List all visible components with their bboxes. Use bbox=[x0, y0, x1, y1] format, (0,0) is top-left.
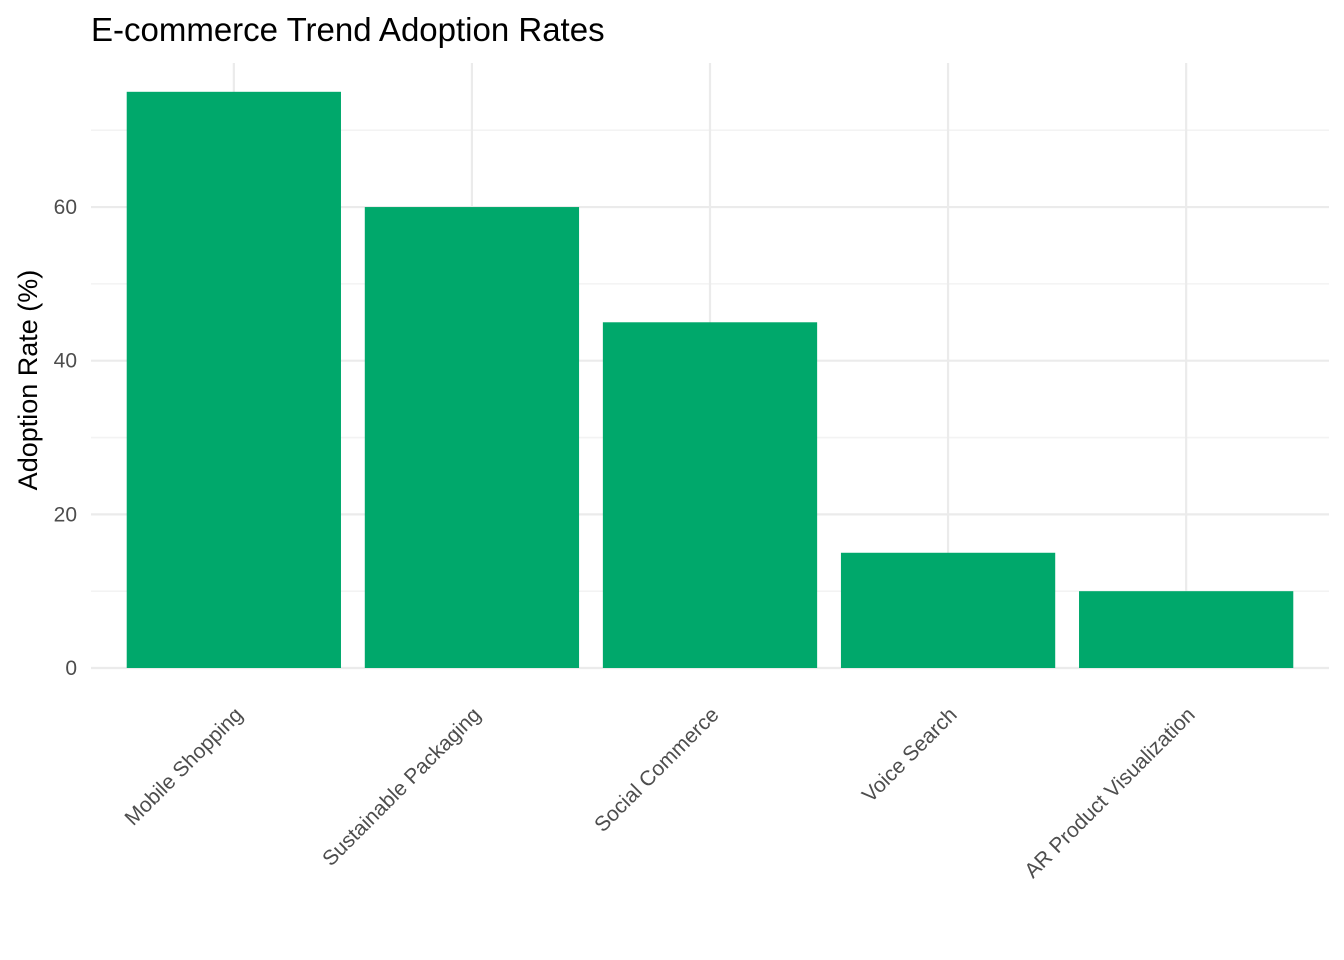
y-tick-label: 0 bbox=[65, 657, 77, 680]
y-tick-label: 40 bbox=[54, 350, 77, 373]
x-tick-label: Voice Search bbox=[858, 703, 962, 807]
y-axis-ticks: 0 20 40 60 bbox=[54, 196, 77, 680]
bar-sustainable-packaging bbox=[364, 207, 580, 668]
bars bbox=[126, 91, 1294, 669]
x-tick-label: AR Product Visualization bbox=[1020, 703, 1199, 882]
y-tick-label: 60 bbox=[54, 196, 77, 219]
x-tick-label: Mobile Shopping bbox=[120, 703, 247, 830]
x-tick-label: Social Commerce bbox=[590, 703, 723, 836]
bar-ar-product-visualization bbox=[1079, 591, 1294, 668]
chart-title: E-commerce Trend Adoption Rates bbox=[91, 11, 605, 48]
y-axis-title: Adoption Rate (%) bbox=[13, 270, 43, 491]
bar-mobile-shopping bbox=[126, 91, 341, 669]
bar-voice-search bbox=[840, 552, 1056, 668]
bar-social-commerce bbox=[602, 322, 818, 668]
x-tick-label: Sustainable Packaging bbox=[318, 703, 485, 870]
x-axis-ticks: Mobile Shopping Sustainable Packaging Soci… bbox=[120, 703, 1199, 882]
y-tick-label: 20 bbox=[54, 503, 77, 526]
